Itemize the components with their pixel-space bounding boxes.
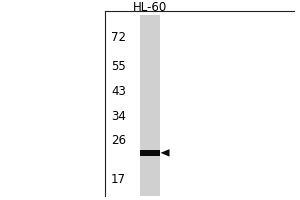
Text: 17: 17 (111, 173, 126, 186)
Text: 72: 72 (111, 31, 126, 44)
Text: 26: 26 (111, 134, 126, 147)
Text: HL-60: HL-60 (133, 1, 167, 14)
Text: 43: 43 (111, 85, 126, 98)
Text: 55: 55 (111, 60, 126, 73)
Bar (140, 150, 160, 156)
Text: 34: 34 (111, 110, 126, 123)
Polygon shape (160, 149, 169, 157)
Bar (140, 15, 160, 196)
